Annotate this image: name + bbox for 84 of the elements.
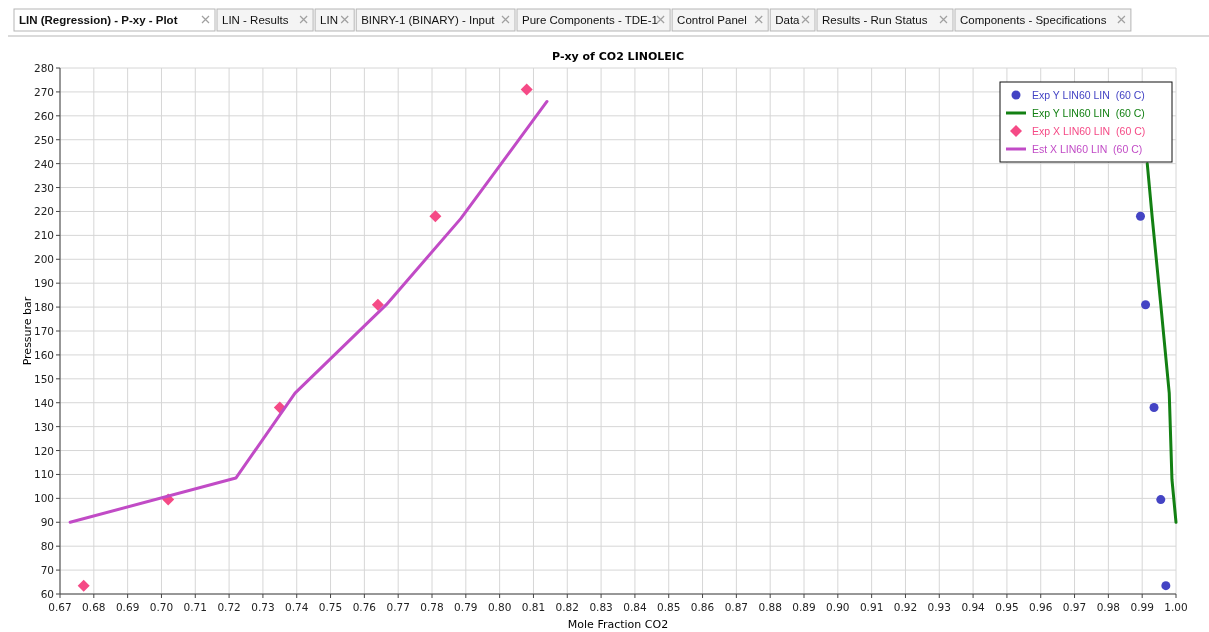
x-tick-label: 0.77 (386, 601, 410, 613)
y-tick-label: 220 (33, 205, 54, 218)
x-tick-label: 0.67 (48, 601, 72, 613)
text: Pure Components - TDE-1 (522, 14, 658, 26)
y-tick-label: 110 (33, 468, 54, 481)
y-tick-label: 140 (33, 396, 54, 409)
x-tick-label: 0.80 (487, 601, 512, 613)
x-tick-label: 0.69 (115, 601, 140, 613)
legend-label: Exp X LIN60 LIN (60 C) (1032, 125, 1146, 137)
x-tick-label: 0.98 (1096, 601, 1121, 613)
point (1156, 495, 1166, 505)
x-tick-label: 0.89 (792, 601, 816, 613)
text: Components - Specifications (960, 14, 1107, 26)
point (1161, 581, 1171, 591)
y-tick-label: 190 (33, 277, 54, 290)
x-tick-label: 0.91 (859, 601, 884, 613)
y-tick-label: 200 (33, 253, 54, 266)
x-tick-label: 0.86 (690, 601, 715, 613)
y-tick-label: 130 (33, 420, 54, 433)
x-tick-label: 0.95 (995, 601, 1019, 613)
y-tick-label: 150 (33, 372, 54, 385)
text: LIN (320, 14, 339, 26)
x-tick-label: 0.72 (217, 601, 241, 613)
x-tick-label: 0.88 (758, 601, 782, 613)
y-tick-label: 280 (33, 62, 54, 74)
x-tick-label: 0.87 (724, 601, 749, 613)
point (371, 298, 384, 311)
x-tick-label: 0.76 (352, 601, 377, 613)
y-tick-label: 240 (33, 157, 54, 170)
x-axis-title: Mole Fraction CO2 (567, 618, 669, 631)
y-tick-label: 120 (33, 444, 54, 457)
text: Control Panel (677, 14, 747, 26)
x-tick-label: 0.70 (149, 601, 174, 613)
text: LIN (Regression) - P-xy - Plot (19, 14, 178, 26)
legend-label: Exp Y LIN60 LIN (60 C) (1032, 107, 1145, 119)
y-tick-label: 160 (33, 348, 54, 361)
point (1149, 403, 1159, 413)
text: Data (775, 14, 801, 26)
x-tick-label: 0.82 (555, 601, 579, 613)
x-tick-label: 0.99 (1130, 601, 1154, 613)
x-tick-label: 1.00 (1164, 601, 1188, 613)
y-tick-label: 100 (33, 492, 54, 505)
point (77, 579, 90, 592)
x-tick-label: 0.79 (454, 601, 478, 613)
y-tick-label: 70 (40, 564, 54, 577)
y-tick-label: 270 (33, 85, 54, 98)
y-tick-label: 230 (33, 181, 54, 194)
x-tick-label: 0.81 (521, 601, 546, 613)
y-tick-label: 90 (40, 516, 54, 529)
x-tick-label: 0.96 (1029, 601, 1053, 613)
y-axis-title: Pressure bar (21, 296, 34, 366)
point (429, 210, 442, 223)
text: BINRY-1 (BINARY) - Input (361, 14, 496, 26)
line-series (68, 99, 549, 524)
line-series (1145, 162, 1178, 524)
x-tick-label: 0.68 (82, 601, 106, 613)
y-tick-label: 60 (40, 588, 54, 600)
chart-title: P-xy of CO2 LINOLEIC (552, 50, 684, 63)
x-tick-label: 0.71 (183, 601, 207, 613)
point (1135, 211, 1145, 221)
text: LIN - Results (222, 14, 289, 26)
point (1141, 300, 1151, 310)
x-tick-label: 0.94 (961, 601, 986, 613)
x-tick-label: 0.73 (251, 601, 275, 613)
x-tick-label: 0.85 (657, 601, 681, 613)
y-tick-label: 250 (33, 133, 54, 146)
x-tick-label: 0.75 (318, 601, 343, 613)
legend-label: Exp Y LIN60 LIN (60 C) (1032, 89, 1145, 101)
x-tick-label: 0.74 (285, 601, 309, 613)
y-tick-label: 180 (33, 301, 54, 314)
x-tick-label: 0.92 (893, 601, 918, 613)
y-tick-label: 80 (40, 540, 54, 553)
point (520, 83, 533, 96)
x-tick-label: 0.83 (589, 601, 613, 613)
legend-label: Est X LIN60 LIN (60 C) (1032, 143, 1143, 155)
x-tick-label: 0.78 (420, 601, 444, 613)
text: Results - Run Status (822, 14, 928, 26)
x-tick-label: 0.90 (826, 601, 850, 613)
x-tick-label: 0.93 (927, 601, 951, 613)
y-tick-label: 170 (33, 325, 54, 337)
y-tick-label: 210 (33, 229, 54, 242)
x-tick-label: 0.97 (1062, 601, 1087, 613)
y-tick-label: 260 (33, 109, 54, 122)
x-tick-label: 0.84 (623, 601, 647, 613)
